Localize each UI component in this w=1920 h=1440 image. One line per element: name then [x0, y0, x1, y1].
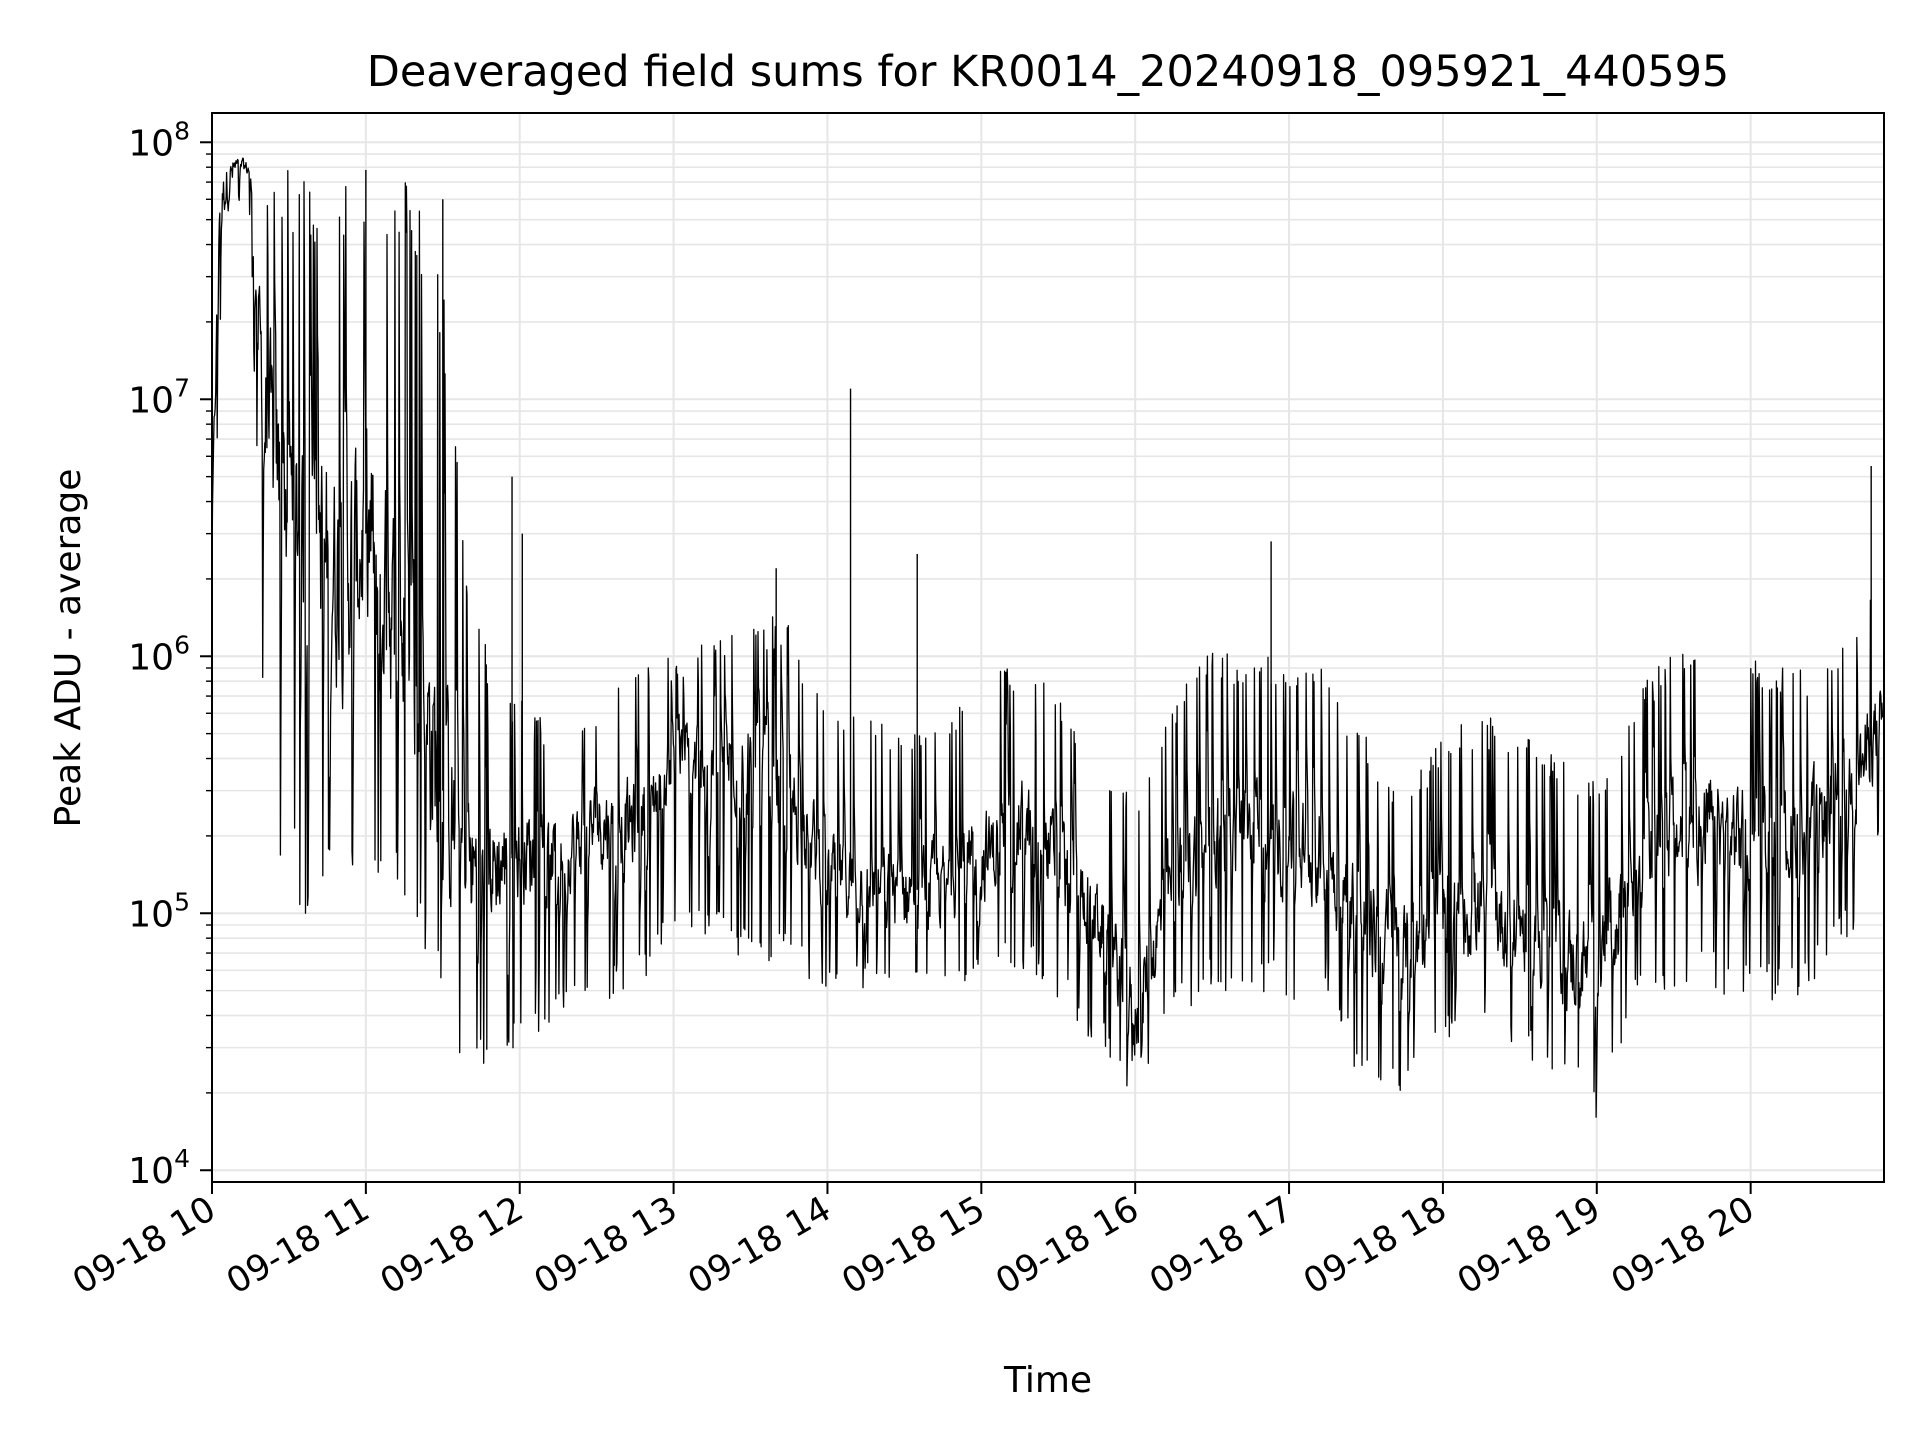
chart-title: Deaveraged field sums for KR0014_2024091… — [367, 47, 1730, 97]
x-axis-label: Time — [1003, 1360, 1092, 1401]
series-line — [211, 157, 1885, 1118]
data-spikes — [365, 170, 1872, 890]
y-tick-label: 104 — [128, 1144, 190, 1192]
plot-area-frame — [211, 112, 1885, 1183]
y-tick-label: 106 — [128, 630, 190, 678]
y-tick-label: 107 — [128, 373, 190, 421]
y-tick-label: 108 — [128, 116, 190, 164]
data-series-line — [211, 157, 1885, 1118]
y-tick-label: 105 — [128, 887, 190, 935]
y-axis-label: Peak ADU - average — [48, 469, 89, 828]
y-axis-ticks: 104 105 106 107 108 — [128, 116, 212, 1192]
